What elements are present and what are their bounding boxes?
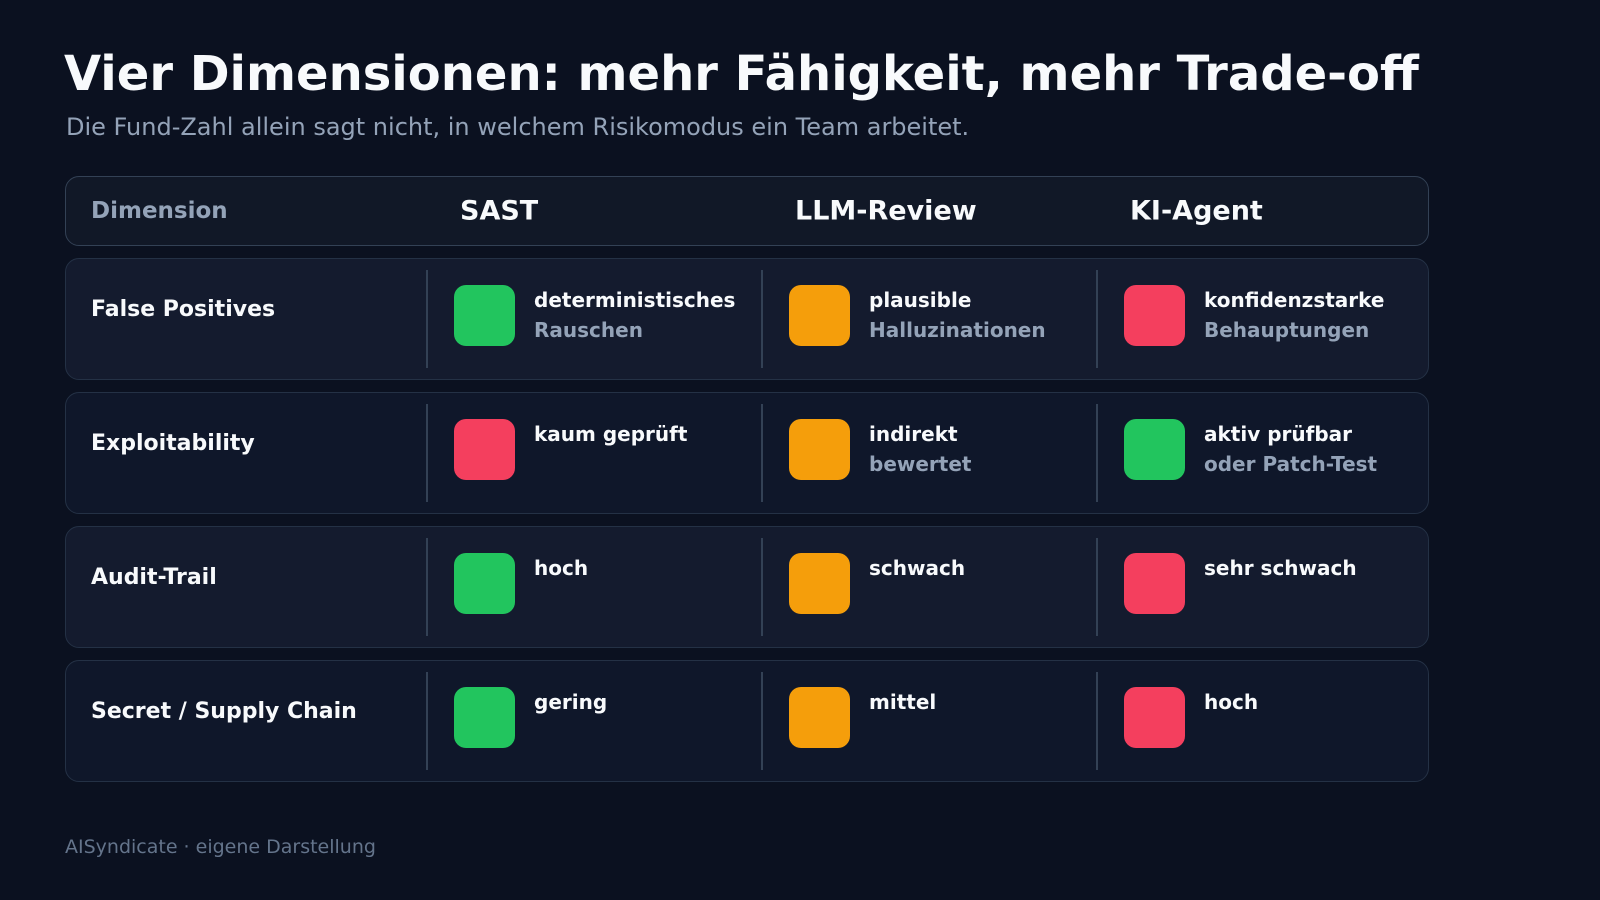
table-row-false-positives: False Positives deterministisches Rausch… bbox=[65, 258, 1429, 380]
cell-text: gering bbox=[534, 687, 607, 717]
rating-swatch bbox=[789, 419, 850, 480]
page-title: Vier Dimensionen: mehr Fähigkeit, mehr T… bbox=[64, 46, 1419, 102]
cell-text: mittel bbox=[869, 687, 936, 717]
table-row-exploitability: Exploitability kaum geprüft indirekt bew… bbox=[65, 392, 1429, 514]
cell-line1: sehr schwach bbox=[1204, 556, 1357, 580]
cell-text: aktiv prüfbar oder Patch-Test bbox=[1204, 419, 1377, 479]
cell-text: hoch bbox=[534, 553, 588, 583]
cell-sast: hoch bbox=[426, 538, 761, 636]
cell-line2: Rauschen bbox=[534, 318, 643, 342]
rating-swatch bbox=[454, 687, 515, 748]
rating-swatch bbox=[789, 285, 850, 346]
rating-swatch bbox=[454, 285, 515, 346]
table-row-secret-supply-chain: Secret / Supply Chain gering mittel hoch bbox=[65, 660, 1429, 782]
cell-text: konfidenzstarke Behauptungen bbox=[1204, 285, 1384, 345]
cell-ki-agent: sehr schwach bbox=[1096, 538, 1431, 636]
cell-llm-review: indirekt bewertet bbox=[761, 404, 1096, 502]
rating-swatch bbox=[1124, 553, 1185, 614]
cell-sast: deterministisches Rauschen bbox=[426, 270, 761, 368]
rating-swatch bbox=[454, 553, 515, 614]
table-row-audit-trail: Audit-Trail hoch schwach sehr schwach bbox=[65, 526, 1429, 648]
cell-line2: Behauptungen bbox=[1204, 318, 1370, 342]
cell-line1: mittel bbox=[869, 690, 937, 714]
cell-line1: kaum geprüft bbox=[534, 422, 688, 446]
cell-sast: kaum geprüft bbox=[426, 404, 761, 502]
comparison-table: Dimension SAST LLM-Review KI-Agent False… bbox=[65, 176, 1429, 782]
row-label: Secret / Supply Chain bbox=[91, 699, 357, 724]
header-sast: SAST bbox=[460, 195, 539, 227]
cell-line1: plausible bbox=[869, 288, 972, 312]
cell-sast: gering bbox=[426, 672, 761, 770]
cell-text: hoch bbox=[1204, 687, 1258, 717]
rating-swatch bbox=[1124, 687, 1185, 748]
row-label: False Positives bbox=[91, 297, 276, 322]
row-label: Exploitability bbox=[91, 431, 255, 456]
cell-ki-agent: hoch bbox=[1096, 672, 1431, 770]
cell-line1: gering bbox=[534, 690, 608, 714]
cell-ki-agent: konfidenzstarke Behauptungen bbox=[1096, 270, 1431, 368]
rating-swatch bbox=[1124, 285, 1185, 346]
cell-text: plausible Halluzinationen bbox=[869, 285, 1046, 345]
row-label: Audit-Trail bbox=[91, 565, 217, 590]
rating-swatch bbox=[789, 687, 850, 748]
cell-line1: konfidenzstarke bbox=[1204, 288, 1385, 312]
cell-text: deterministisches Rauschen bbox=[534, 285, 735, 345]
cell-text: kaum geprüft bbox=[534, 419, 687, 449]
cell-text: indirekt bewertet bbox=[869, 419, 971, 479]
rating-swatch bbox=[789, 553, 850, 614]
cell-text: schwach bbox=[869, 553, 965, 583]
table-header: Dimension SAST LLM-Review KI-Agent bbox=[65, 176, 1429, 246]
cell-line1: hoch bbox=[1204, 690, 1259, 714]
cell-line1: deterministisches bbox=[534, 288, 736, 312]
cell-llm-review: plausible Halluzinationen bbox=[761, 270, 1096, 368]
cell-text: sehr schwach bbox=[1204, 553, 1357, 583]
cell-line2: bewertet bbox=[869, 452, 972, 476]
header-llm-review: LLM-Review bbox=[795, 195, 977, 227]
cell-ki-agent: aktiv prüfbar oder Patch-Test bbox=[1096, 404, 1431, 502]
footer-credit: AISyndicate · eigene Darstellung bbox=[65, 836, 376, 858]
cell-line1: hoch bbox=[534, 556, 589, 580]
cell-llm-review: mittel bbox=[761, 672, 1096, 770]
cell-line2: Halluzinationen bbox=[869, 318, 1046, 342]
header-dimension: Dimension bbox=[91, 198, 228, 224]
page-subtitle: Die Fund-Zahl allein sagt nicht, in welc… bbox=[66, 113, 970, 141]
cell-llm-review: schwach bbox=[761, 538, 1096, 636]
rating-swatch bbox=[454, 419, 515, 480]
header-ki-agent: KI-Agent bbox=[1130, 195, 1263, 227]
cell-line1: schwach bbox=[869, 556, 966, 580]
cell-line1: aktiv prüfbar bbox=[1204, 422, 1353, 446]
cell-line1: indirekt bbox=[869, 422, 958, 446]
rating-swatch bbox=[1124, 419, 1185, 480]
cell-line2: oder Patch-Test bbox=[1204, 452, 1378, 476]
